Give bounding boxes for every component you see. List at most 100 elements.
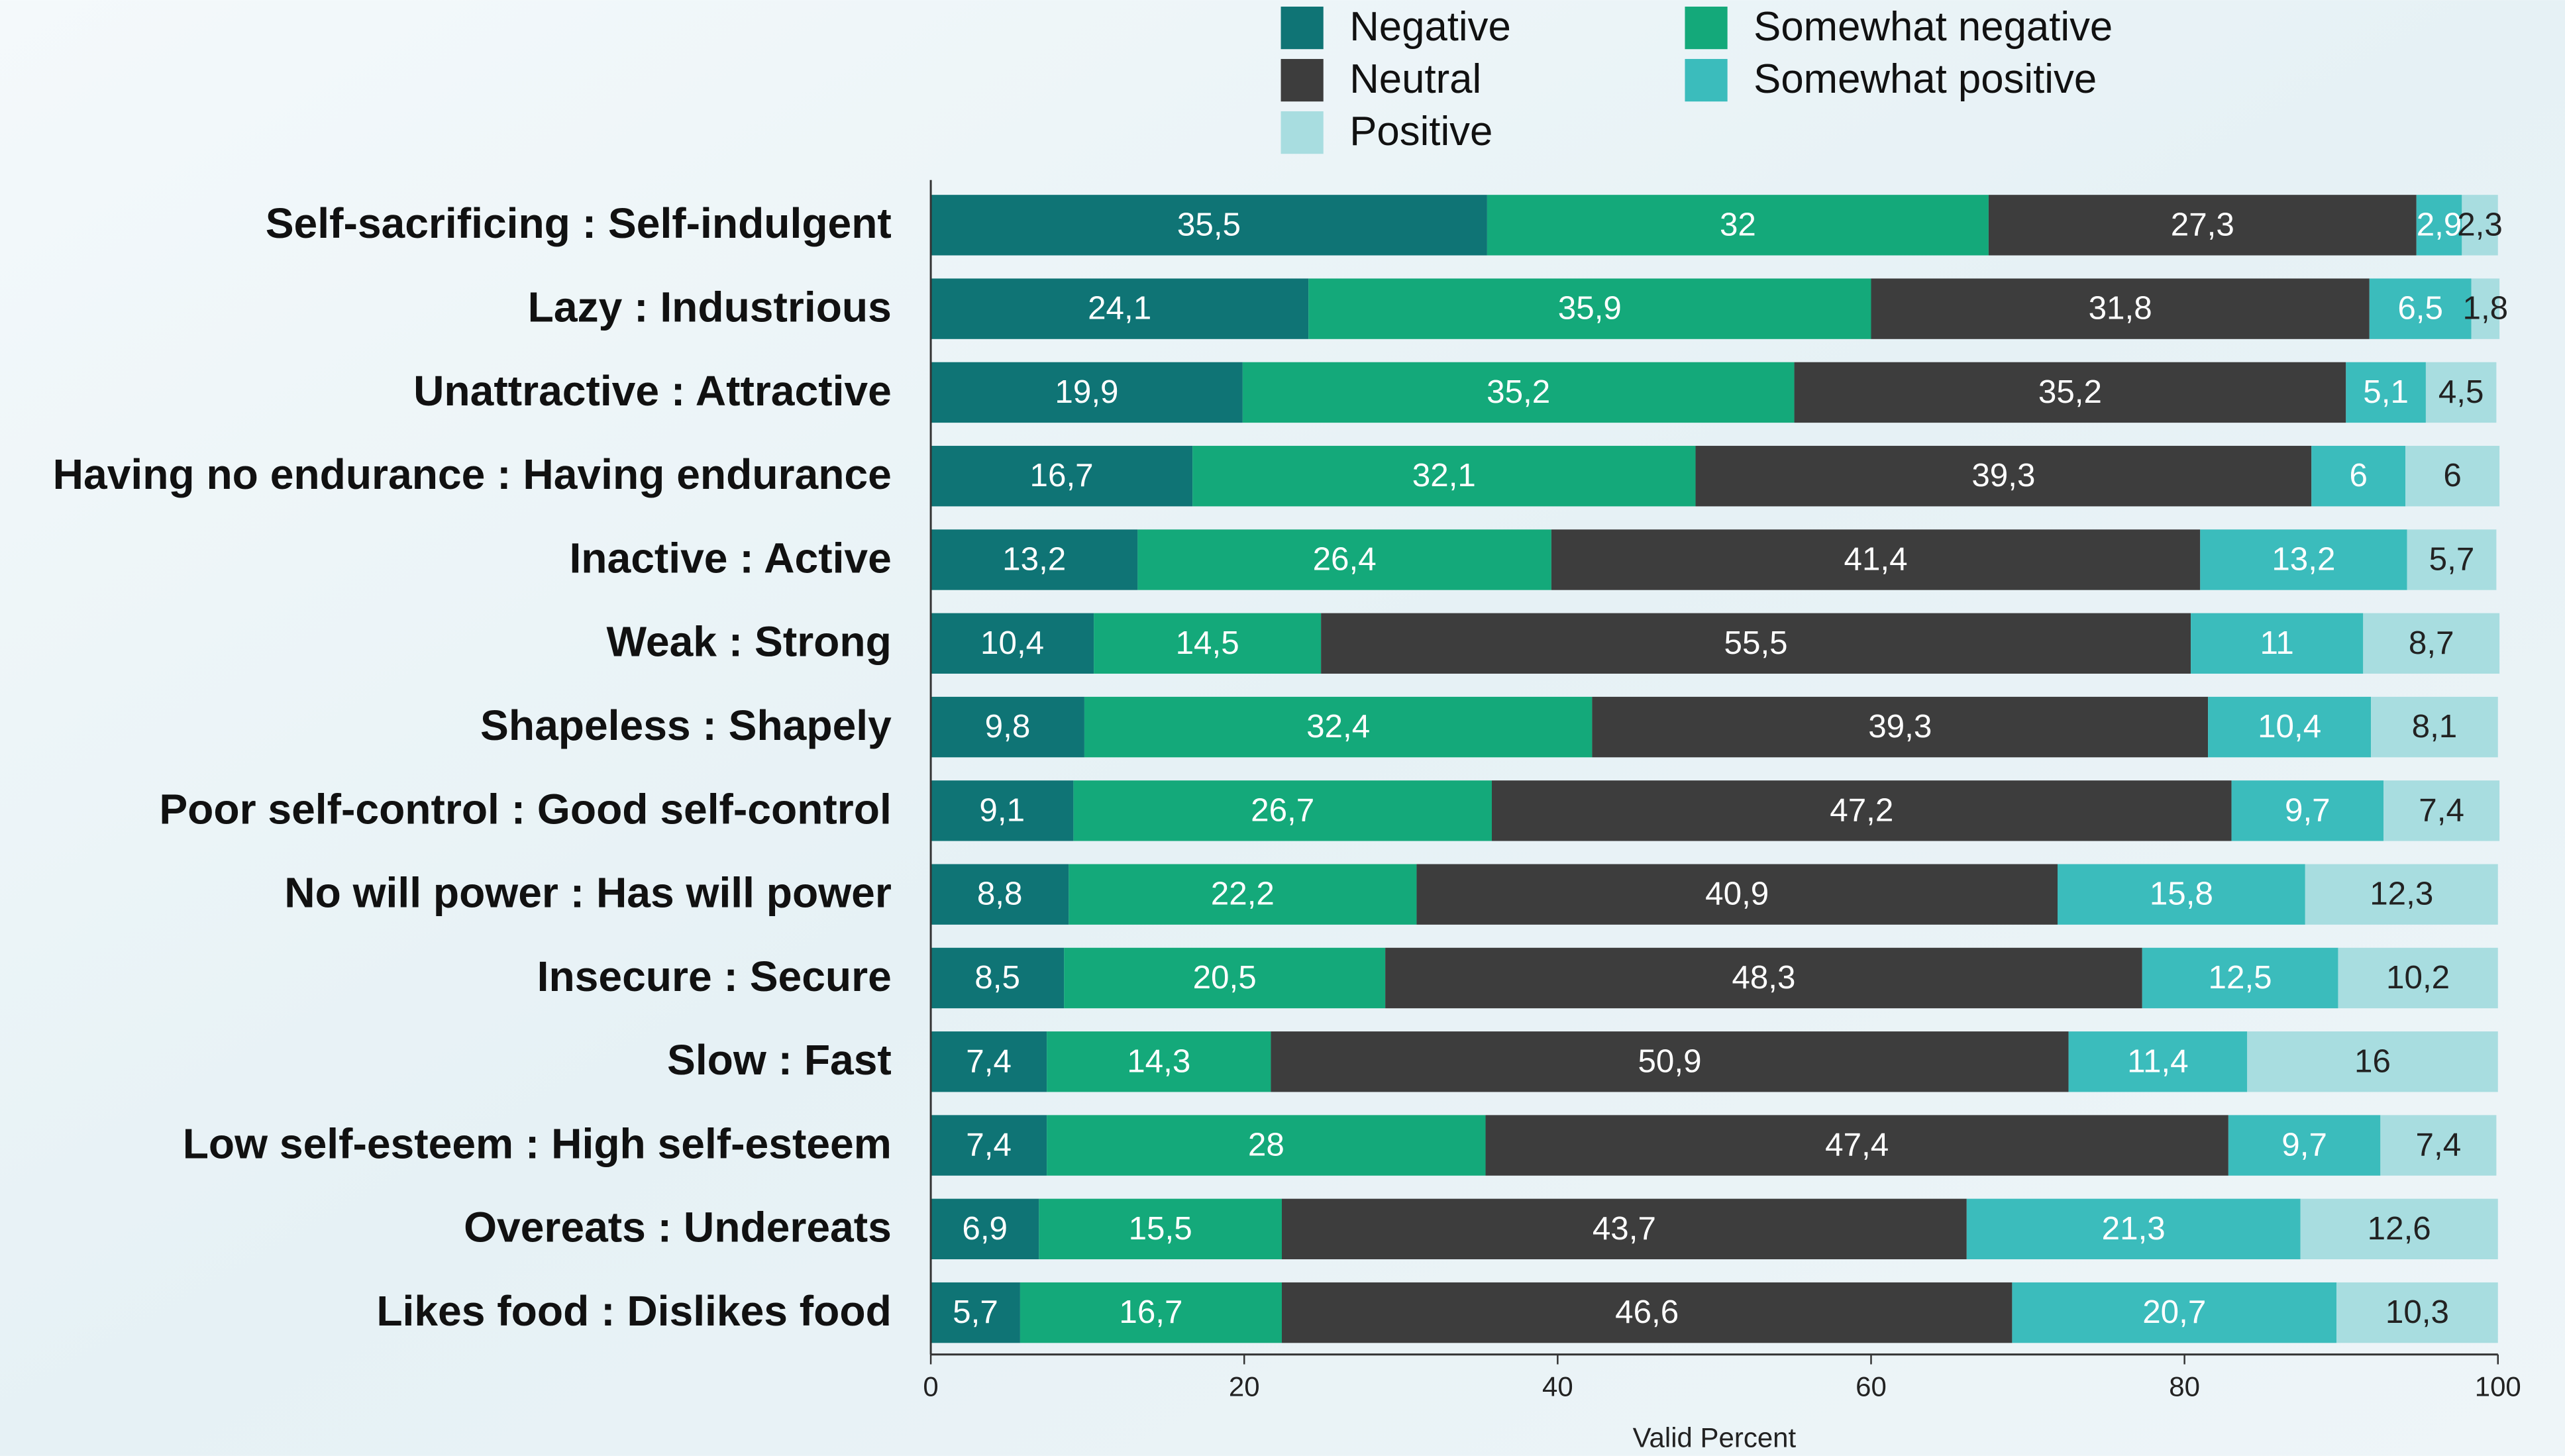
data-label: 26,4 bbox=[1313, 541, 1377, 578]
data-label: 20,7 bbox=[2142, 1294, 2206, 1330]
data-label: 9,7 bbox=[2281, 1127, 2327, 1163]
data-label: 2,9 bbox=[2417, 206, 2462, 242]
y-tick-label: No will power : Has will power bbox=[284, 869, 892, 917]
data-label: 8,5 bbox=[974, 959, 1020, 996]
data-label: 48,3 bbox=[1732, 959, 1795, 996]
bar-segment bbox=[2208, 696, 2372, 758]
data-label: 55,5 bbox=[1724, 625, 1788, 661]
bar-segment bbox=[2142, 947, 2338, 1009]
data-label: 16 bbox=[2354, 1043, 2391, 1079]
bar-segment bbox=[1281, 1198, 1967, 1260]
bar-segment bbox=[2371, 696, 2498, 758]
bar-segment bbox=[931, 864, 1069, 925]
data-label: 16,7 bbox=[1119, 1294, 1182, 1330]
y-tick-label: Poor self-control : Good self-control bbox=[159, 785, 891, 833]
data-label: 10,3 bbox=[2385, 1294, 2449, 1330]
bar-segment bbox=[2200, 529, 2407, 590]
bar-segment bbox=[2346, 362, 2426, 423]
y-tick-label: Insecure : Secure bbox=[537, 953, 892, 1000]
data-label: 10,2 bbox=[2386, 959, 2450, 996]
bar-segment bbox=[931, 278, 1309, 339]
data-label: 35,2 bbox=[2038, 374, 2102, 410]
data-label: 50,9 bbox=[1638, 1043, 1701, 1079]
data-label: 7,4 bbox=[966, 1127, 1012, 1163]
bar-segment bbox=[1137, 529, 1551, 590]
bar-segment bbox=[1064, 947, 1386, 1009]
bar-segment bbox=[2231, 780, 2384, 841]
data-label: 19,9 bbox=[1055, 374, 1118, 410]
bar-segment bbox=[1491, 780, 2232, 841]
data-label: 8,7 bbox=[2409, 625, 2454, 661]
bar-segment bbox=[2405, 446, 2500, 507]
legend-swatch bbox=[1281, 111, 1324, 154]
bar-segment bbox=[1242, 362, 1795, 423]
bar-segment bbox=[1047, 1031, 1271, 1092]
bar-segment bbox=[931, 1115, 1047, 1176]
data-label: 32,4 bbox=[1306, 708, 1370, 745]
bar-segment bbox=[931, 195, 1487, 256]
y-tick-label: Having no endurance : Having endurance bbox=[53, 450, 892, 498]
bar-segment bbox=[1271, 1031, 2069, 1092]
y-tick-label: Shapeless : Shapely bbox=[480, 702, 892, 749]
bar-segment bbox=[1487, 195, 1989, 256]
bar-segment bbox=[2336, 1282, 2498, 1343]
bar-segment bbox=[2058, 864, 2305, 925]
data-label: 9,7 bbox=[2285, 792, 2330, 828]
data-label: 35,2 bbox=[1487, 374, 1550, 410]
bar-segment bbox=[2228, 1115, 2381, 1176]
y-tick-label: Weak : Strong bbox=[606, 618, 891, 666]
bar-segment bbox=[931, 529, 1138, 590]
bar-segment bbox=[2305, 864, 2498, 925]
bar-segment bbox=[1094, 613, 1322, 674]
data-label: 11 bbox=[2260, 625, 2294, 661]
data-label: 12,3 bbox=[2370, 876, 2433, 912]
data-label: 32,1 bbox=[1412, 457, 1476, 494]
bar-segment bbox=[1385, 947, 2142, 1009]
legend-swatch bbox=[1281, 59, 1324, 102]
bar-segment bbox=[1551, 529, 2201, 590]
data-label: 22,2 bbox=[1211, 876, 1275, 912]
data-label: 13,2 bbox=[1002, 541, 1066, 578]
bar-segment bbox=[1039, 1198, 1282, 1260]
bar-segment bbox=[931, 613, 1094, 674]
bar-segment bbox=[1047, 1115, 1486, 1176]
bar-segment bbox=[2247, 1031, 2498, 1092]
data-label: 13,2 bbox=[2272, 541, 2335, 578]
bar-segment bbox=[931, 1198, 1039, 1260]
data-label: 6 bbox=[2349, 457, 2367, 494]
data-label: 10,4 bbox=[2258, 708, 2321, 745]
data-label: 12,6 bbox=[2368, 1210, 2431, 1247]
data-label: 47,2 bbox=[1830, 792, 1893, 828]
bar-segment bbox=[1794, 362, 2346, 423]
bar-segment bbox=[931, 446, 1193, 507]
bar-segment bbox=[2068, 1031, 2248, 1092]
bar-segment bbox=[931, 1031, 1047, 1092]
data-label: 5,7 bbox=[2429, 541, 2475, 578]
data-label: 15,8 bbox=[2150, 876, 2213, 912]
bar-segment bbox=[931, 362, 1243, 423]
data-label: 11,4 bbox=[2127, 1043, 2188, 1079]
bar-segment bbox=[931, 947, 1065, 1009]
bar-segment bbox=[1069, 864, 1417, 925]
data-label: 8,1 bbox=[2412, 708, 2458, 745]
bar-segment bbox=[1020, 1282, 1282, 1343]
bar-segment bbox=[2369, 278, 2472, 339]
data-label: 20,5 bbox=[1193, 959, 1257, 996]
bar-segment bbox=[1073, 780, 1492, 841]
data-label: 21,3 bbox=[2102, 1210, 2166, 1247]
data-label: 16,7 bbox=[1030, 457, 1094, 494]
data-label: 9,8 bbox=[985, 708, 1031, 745]
x-tick-label: 60 bbox=[1856, 1371, 1887, 1402]
bar-segment bbox=[1416, 864, 2058, 925]
data-label: 35,9 bbox=[1558, 290, 1622, 327]
bar-segment bbox=[2363, 613, 2500, 674]
data-label: 46,6 bbox=[1615, 1294, 1679, 1330]
y-tick-label: Inactive : Active bbox=[569, 534, 891, 582]
data-label: 4,5 bbox=[2438, 374, 2484, 410]
bar-segment bbox=[2338, 947, 2498, 1009]
data-label: 7,4 bbox=[2419, 792, 2464, 828]
legend-label: Neutral bbox=[1349, 56, 1481, 102]
bar-segment bbox=[2300, 1198, 2498, 1260]
legend-label: Somewhat negative bbox=[1754, 4, 2113, 50]
bar-segment bbox=[2383, 780, 2500, 841]
